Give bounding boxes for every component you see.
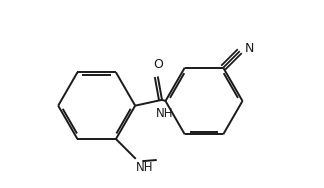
- Text: NH: NH: [136, 161, 154, 174]
- Text: O: O: [153, 58, 163, 71]
- Text: N: N: [245, 42, 254, 55]
- Text: NH: NH: [156, 107, 174, 120]
